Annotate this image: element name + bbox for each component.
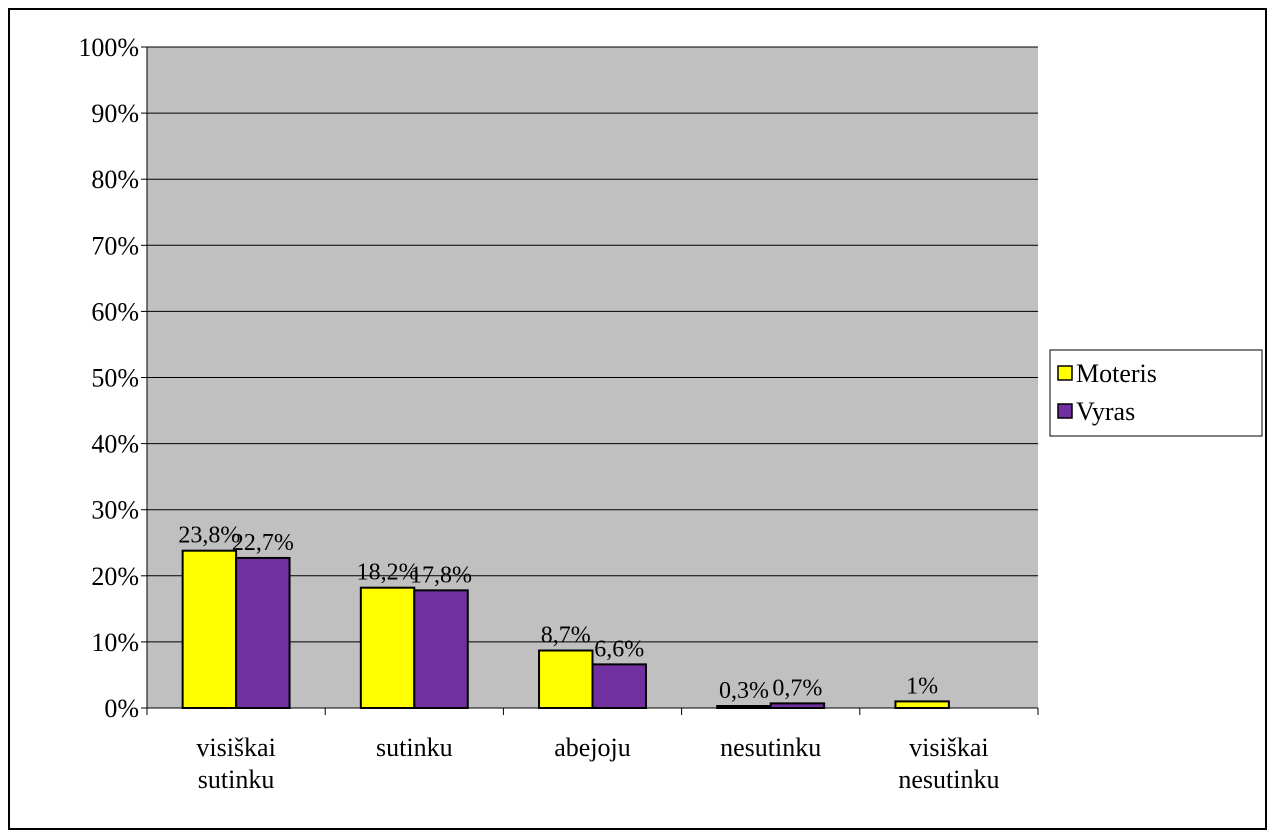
y-tick-label: 80%	[91, 165, 139, 194]
x-tick-label: sutinku	[376, 733, 453, 762]
legend	[1049, 349, 1263, 437]
legend-swatch	[1057, 403, 1073, 419]
data-label: 8,7%	[541, 622, 591, 648]
bar	[413, 589, 469, 709]
bar	[716, 705, 772, 710]
data-label: 18,2%	[357, 560, 419, 586]
y-tick-label: 70%	[91, 231, 139, 260]
bar	[181, 549, 238, 709]
legend-swatch	[1057, 365, 1073, 381]
bar	[591, 663, 647, 710]
data-label: 22,7%	[232, 530, 294, 556]
y-tick-label: 100%	[78, 33, 139, 62]
x-tick-label: abejoju	[554, 733, 631, 762]
bar	[235, 556, 291, 709]
data-label: 6,6%	[594, 636, 644, 662]
legend-label: Moteris	[1076, 359, 1157, 388]
bar	[359, 586, 416, 709]
data-label: 17,8%	[410, 562, 472, 588]
y-tick-label: 30%	[91, 496, 139, 525]
data-label: 0,7%	[772, 675, 822, 701]
y-tick-label: 0%	[104, 694, 139, 723]
legend-label: Vyras	[1076, 397, 1135, 426]
x-tick-label: visiškai sutinku	[196, 733, 275, 794]
bar	[769, 702, 826, 709]
y-tick-label: 10%	[91, 628, 139, 657]
y-tick-label: 60%	[91, 297, 139, 326]
y-tick-label: 40%	[91, 430, 139, 459]
x-tick-label: nesutinku	[720, 733, 821, 762]
y-tick-label: 50%	[91, 364, 139, 393]
data-label: 0,3%	[719, 678, 769, 704]
y-tick-label: 20%	[91, 562, 139, 591]
data-label: 1%	[906, 673, 938, 699]
x-tick-label: visiškai nesutinku	[898, 733, 999, 794]
data-label: 23,8%	[178, 523, 240, 549]
bar	[894, 700, 950, 710]
y-tick-label: 90%	[91, 99, 139, 128]
bar	[538, 649, 594, 709]
